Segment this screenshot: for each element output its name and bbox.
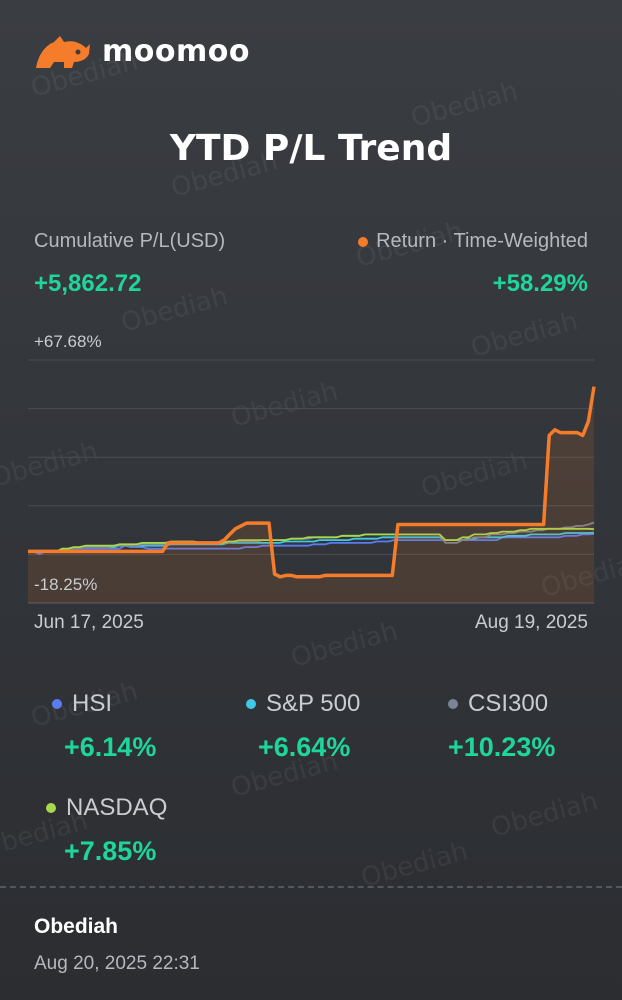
benchmark-value: +6.64% xyxy=(258,732,351,762)
x-end-label: Aug 19, 2025 xyxy=(474,612,588,633)
watermark: Obediah xyxy=(487,786,602,844)
series-line-return-time-weighted xyxy=(28,386,596,579)
nasdaq-dot-icon xyxy=(46,803,56,813)
moomoo-logo-icon xyxy=(36,36,90,68)
series-line-hsi xyxy=(28,533,595,556)
benchmark-sp500: S&P 500 +6.64% xyxy=(246,690,446,763)
y-max-label: +67.68% xyxy=(34,332,102,351)
benchmark-value: +7.85% xyxy=(64,836,157,866)
return-legend-dot-icon xyxy=(358,236,369,247)
sp500-dot-icon xyxy=(246,699,256,709)
y-min-label: -18.25% xyxy=(34,575,98,594)
benchmark-hsi: HSI +6.14% xyxy=(52,690,252,763)
footer-username: Obediah xyxy=(34,915,119,938)
benchmark-nasdaq: NASDAQ +7.85% xyxy=(46,794,246,867)
watermark: Obediah xyxy=(287,616,402,674)
benchmark-name: S&P 500 xyxy=(266,690,361,717)
benchmark-value: +10.23% xyxy=(448,732,556,762)
benchmark-name: CSI300 xyxy=(468,690,549,717)
benchmark-csi300: CSI300 +10.23% xyxy=(448,690,622,763)
benchmark-value: +6.14% xyxy=(64,732,157,762)
benchmark-name: HSI xyxy=(72,690,113,717)
footer-divider xyxy=(0,886,622,888)
hsi-dot-icon xyxy=(52,699,62,709)
cumulative-pl-value: +5,862.72 xyxy=(34,270,142,297)
series-line-nasdaq xyxy=(28,527,595,553)
return-area-fill xyxy=(28,386,594,603)
return-legend: Return · Time-Weighted xyxy=(358,230,588,253)
return-label: Return · Time-Weighted xyxy=(376,230,588,252)
brand-name: moomoo xyxy=(102,33,250,69)
cumulative-pl-label: Cumulative P/L(USD) xyxy=(34,230,226,252)
x-start-label: Jun 17, 2025 xyxy=(34,612,144,633)
benchmark-name: NASDAQ xyxy=(66,794,168,821)
return-value: +58.29% xyxy=(492,270,588,297)
pl-trend-chart xyxy=(28,359,596,604)
page-title: YTD P/L Trend xyxy=(169,128,453,169)
footer-timestamp: Aug 20, 2025 22:31 xyxy=(34,953,200,974)
brand-header: moomoo xyxy=(34,30,250,72)
csi300-dot-icon xyxy=(448,699,458,709)
